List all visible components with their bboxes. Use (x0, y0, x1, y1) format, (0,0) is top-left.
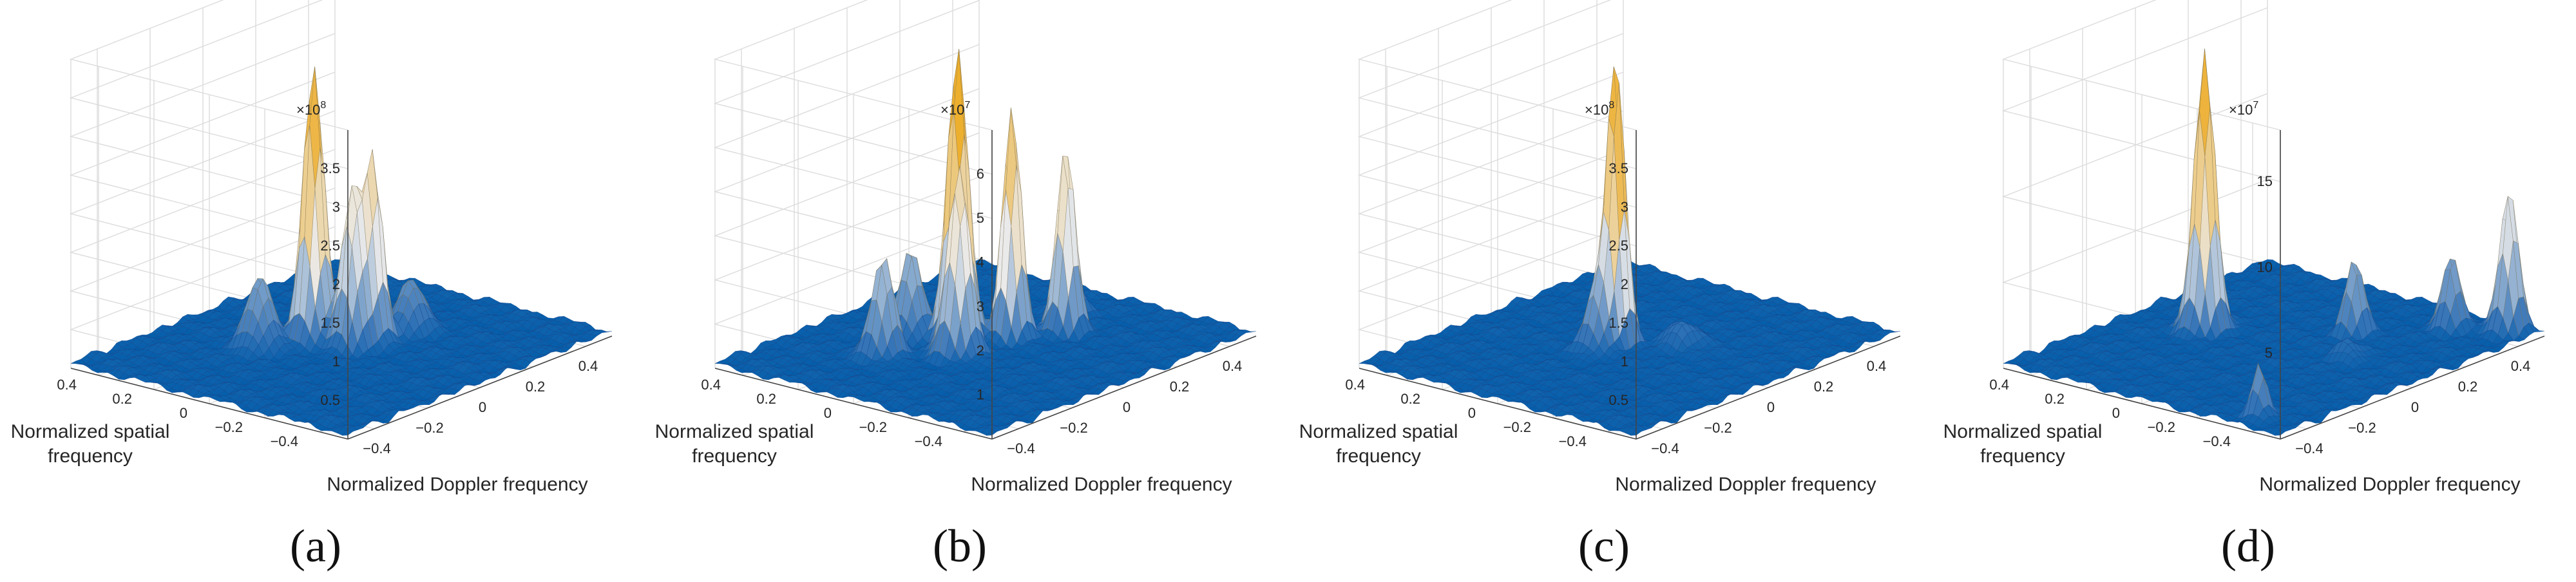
surface-plot-a: 0.5 1 1.5 2 2.5 3 3.5 ×108 −0.4 −0.2 0 0.2 0.4 0.4 0.2… (0, 0, 644, 582)
x-tick-label: −0.4 (363, 440, 390, 456)
x-tick-label: 0.4 (578, 358, 598, 374)
axes (714, 130, 1257, 440)
z-tick-label: 1.5 (1608, 315, 1628, 331)
y-tick-label: −0.2 (1503, 419, 1531, 435)
surface-mesh (1359, 66, 1901, 436)
x-tick-label: −0.2 (2348, 420, 2376, 436)
y-tick-label: 0.4 (701, 377, 721, 393)
y-axis-title-line1: Normalized spatial (1943, 421, 2103, 442)
z-tick-label: 1.5 (320, 315, 340, 331)
y-axis-title-line2: frequency (48, 446, 133, 467)
x-tick-label: 0.2 (1170, 379, 1190, 395)
y-tick-label: −0.2 (2148, 419, 2175, 435)
panel-caption: (d) (2221, 520, 2275, 572)
z-tick-label: 1 (1621, 353, 1628, 370)
z-tick-label: 2.5 (1608, 238, 1628, 254)
y-axis-title-line2: frequency (1336, 446, 1421, 467)
z-tick-label: 5 (2265, 345, 2273, 361)
x-tick-label: 0.2 (1814, 379, 1834, 395)
axes (70, 130, 613, 440)
z-tick-label: 5 (977, 210, 984, 226)
z-tick-label: 4 (977, 254, 984, 270)
x-tick-label: 0 (1123, 399, 1131, 415)
x-axis-title: Normalized Doppler frequency (327, 474, 587, 495)
x-tick-label: 0 (2411, 399, 2419, 415)
y-tick-label: −0.2 (215, 419, 243, 435)
axes (2003, 130, 2545, 440)
exponent-label: ×107 (940, 100, 970, 118)
y-tick-label: −0.4 (1559, 433, 1587, 449)
y-tick-label: −0.2 (859, 419, 887, 435)
y-axis-title-line2: frequency (692, 446, 777, 467)
surface-mesh (70, 66, 613, 436)
surface-svg: 5 10 15 ×107 −0.4 −0.2 0 0.2 0.4 0.4 0.2 0 −0.2 −0.4 N… (1943, 0, 2545, 572)
surface-mesh (714, 49, 1257, 436)
y-tick-label: −0.4 (271, 433, 298, 449)
y-axis-title-line1: Normalized spatial (1299, 421, 1458, 442)
y-tick-label: 0.2 (112, 391, 132, 407)
y-tick-label: 0.2 (1400, 391, 1420, 407)
z-tick-label: 3 (1621, 199, 1628, 215)
exponent-label: ×107 (2229, 100, 2258, 118)
surface-plot-d: 5 10 15 ×107 −0.4 −0.2 0 0.2 0.4 0.4 0.2 0 −0.2 −0.4 N… (1932, 0, 2576, 582)
surface-plot-c: 0.5 1 1.5 2 2.5 3 3.5 ×108 −0.4 −0.2 0 0.2 0.4 0.4 0.2… (1288, 0, 1932, 582)
panel-caption: (b) (933, 520, 987, 572)
z-tick-label: 2 (977, 343, 984, 359)
y-axis-title-line1: Normalized spatial (11, 421, 170, 442)
y-tick-label: 0 (1468, 405, 1476, 421)
z-tick-label: 6 (977, 166, 984, 182)
z-tick-label: 2 (1621, 276, 1628, 292)
y-axis-title-line1: Normalized spatial (655, 421, 814, 442)
z-tick-label: 1 (977, 386, 984, 402)
x-tick-label: 0 (1767, 399, 1775, 415)
y-tick-label: 0.4 (1345, 377, 1365, 393)
surface-svg: 0.5 1 1.5 2 2.5 3 3.5 ×108 −0.4 −0.2 0 0.2 0.4 0.4 0.2… (11, 0, 613, 572)
z-tick-label: 0.5 (320, 392, 340, 408)
y-tick-label: 0.2 (2045, 391, 2065, 407)
x-tick-label: −0.2 (415, 420, 443, 436)
surface-svg: 0.5 1 1.5 2 2.5 3 3.5 ×108 −0.4 −0.2 0 0.2 0.4 0.4 0.2… (1299, 0, 1901, 572)
surface-svg: 1 2 3 4 5 6 ×107 −0.4 −0.2 0 0.2 0.4 0.4 0.2 0 −0.2 −0.4… (655, 0, 1257, 572)
y-tick-label: 0 (824, 405, 832, 421)
panel-caption: (a) (290, 520, 341, 572)
y-axis-title-line2: frequency (1980, 446, 2065, 467)
x-tick-label: 0.4 (1223, 358, 1243, 374)
surface-plot-b: 1 2 3 4 5 6 ×107 −0.4 −0.2 0 0.2 0.4 0.4 0.2 0 −0.2 −0.4… (644, 0, 1288, 582)
x-axis-title: Normalized Doppler frequency (2259, 474, 2520, 495)
z-tick-label: 1 (332, 353, 340, 370)
x-tick-label: 0.2 (526, 379, 546, 395)
y-tick-label: 0.2 (756, 391, 776, 407)
x-tick-label: −0.4 (2295, 440, 2323, 456)
z-tick-label: 2.5 (320, 238, 340, 254)
x-tick-label: 0.2 (2458, 379, 2478, 395)
z-tick-label: 3 (977, 298, 984, 314)
z-tick-label: 10 (2257, 259, 2273, 275)
y-tick-label: −0.4 (915, 433, 942, 449)
y-tick-label: 0 (180, 405, 187, 421)
z-tick-label: 3.5 (1608, 160, 1628, 176)
x-axis-title: Normalized Doppler frequency (971, 474, 1232, 495)
panel-caption: (c) (1578, 520, 1630, 572)
exponent-label: ×108 (296, 100, 326, 118)
y-tick-label: 0.4 (57, 377, 77, 393)
z-tick-label: 3.5 (320, 160, 340, 176)
surface-mesh (2003, 48, 2545, 436)
z-tick-label: 2 (332, 276, 340, 292)
x-tick-label: 0.4 (1867, 358, 1887, 374)
x-tick-label: −0.4 (1007, 440, 1035, 456)
x-tick-label: 0 (479, 399, 486, 415)
y-tick-label: −0.4 (2203, 433, 2231, 449)
z-tick-label: 0.5 (1608, 392, 1628, 408)
x-tick-label: 0.4 (2511, 358, 2531, 374)
x-tick-label: −0.2 (1060, 420, 1087, 436)
axes (1359, 130, 1901, 440)
z-tick-label: 3 (332, 199, 340, 215)
y-tick-label: 0 (2112, 405, 2120, 421)
y-tick-label: 0.4 (1989, 377, 2009, 393)
x-tick-label: −0.2 (1704, 420, 1732, 436)
x-tick-label: −0.4 (1651, 440, 1679, 456)
x-axis-title: Normalized Doppler frequency (1615, 474, 1876, 495)
exponent-label: ×108 (1585, 100, 1614, 118)
z-tick-label: 15 (2257, 173, 2273, 189)
